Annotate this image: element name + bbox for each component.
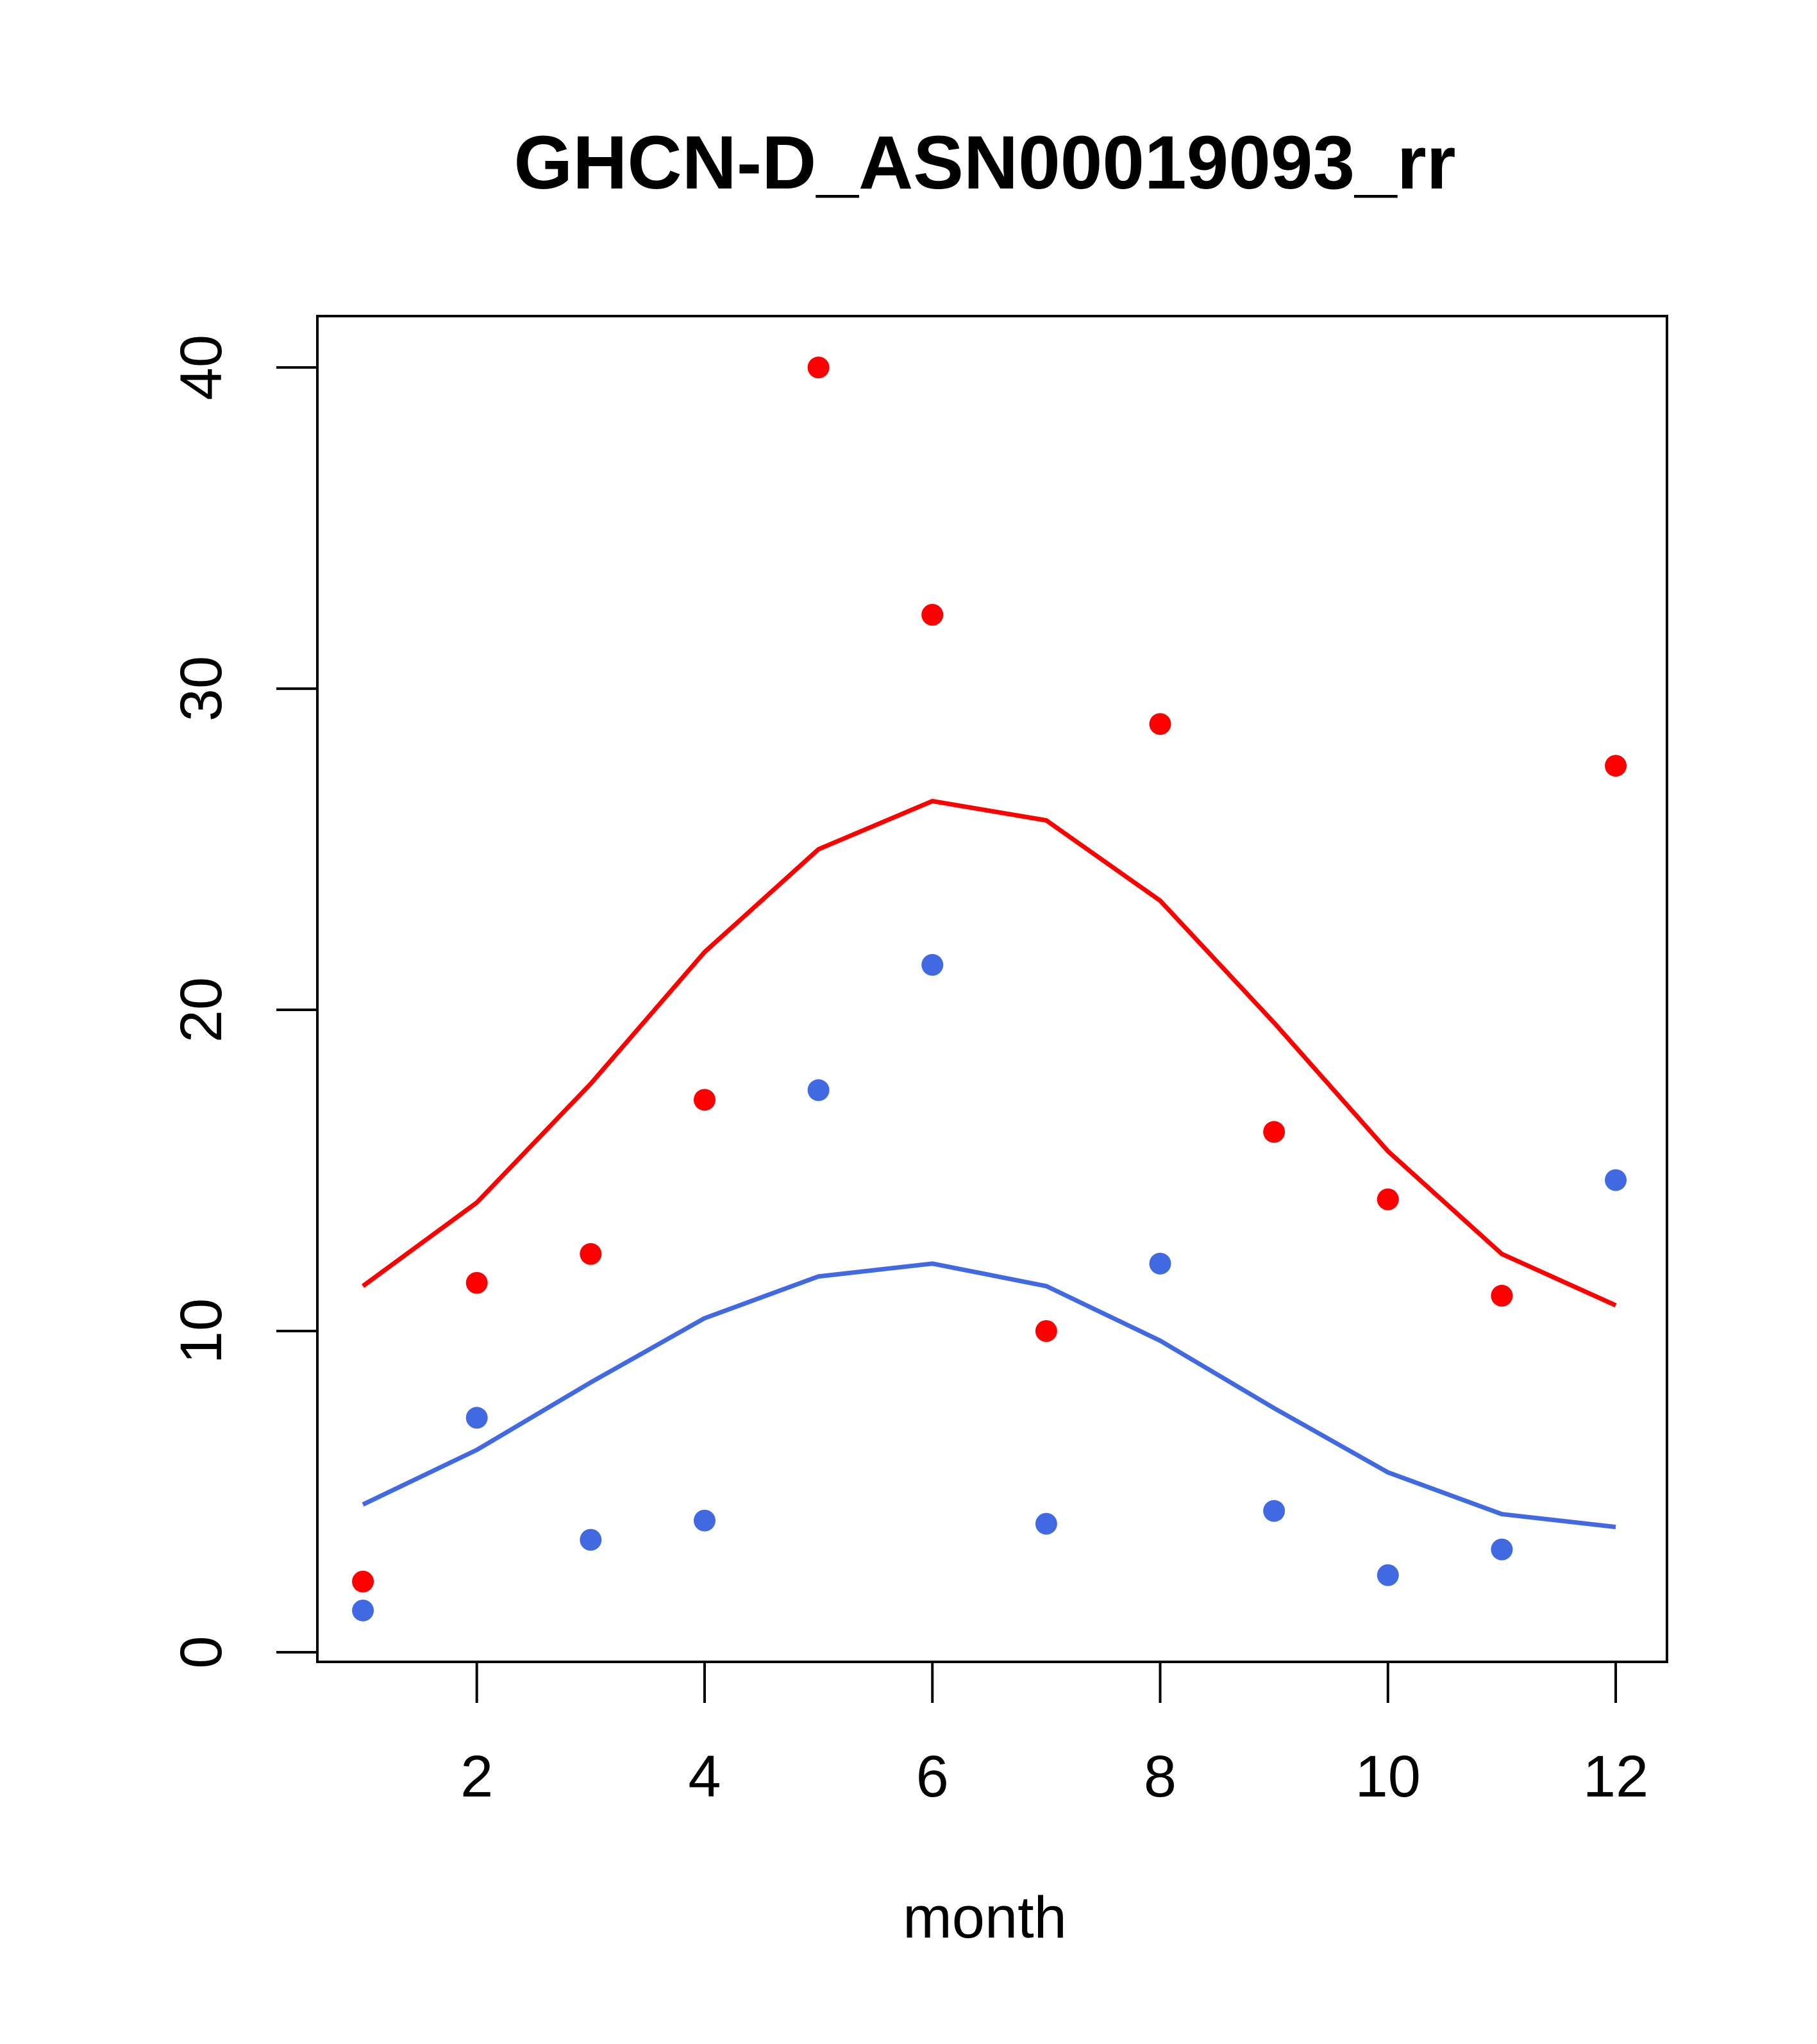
- y-tick-label: 10: [169, 1298, 234, 1364]
- data-point-blue: [921, 953, 944, 976]
- data-point-red: [580, 1243, 602, 1265]
- data-point-blue: [352, 1599, 374, 1621]
- data-point-blue: [1263, 1500, 1285, 1522]
- data-point-red: [352, 1570, 374, 1593]
- y-tick-label: 40: [169, 335, 234, 400]
- data-point-red: [1149, 713, 1171, 735]
- data-point-blue: [693, 1509, 716, 1532]
- data-point-blue: [465, 1407, 488, 1429]
- data-point-blue: [1377, 1564, 1399, 1586]
- data-point-red: [1035, 1320, 1057, 1343]
- series-line-red: [361, 798, 1617, 1308]
- x-tick-label: 8: [1144, 1744, 1176, 1809]
- series-line-blue: [362, 1261, 1616, 1530]
- x-tick-label: 12: [1583, 1744, 1648, 1809]
- data-point-blue: [807, 1079, 830, 1102]
- data-point-blue: [1605, 1169, 1627, 1191]
- data-point-red: [1377, 1188, 1399, 1210]
- data-point-red: [465, 1271, 488, 1294]
- data-point-blue: [1491, 1538, 1513, 1561]
- x-tick-label: 6: [916, 1744, 949, 1809]
- y-tick-label: 30: [169, 656, 234, 721]
- chart-title: GHCN-D_ASN00019093_rr: [514, 121, 1455, 205]
- plot-frame: [316, 315, 1668, 1663]
- y-tick-label: 0: [169, 1636, 234, 1668]
- data-point-blue: [1149, 1252, 1171, 1275]
- x-axis-label: month: [903, 1885, 1067, 1950]
- x-tick-label: 2: [460, 1744, 493, 1809]
- data-point-red: [693, 1089, 716, 1111]
- data-point-red: [1605, 755, 1627, 777]
- data-point-red: [807, 356, 830, 379]
- y-tick-label: 20: [169, 977, 234, 1043]
- data-point-red: [1491, 1284, 1513, 1307]
- x-tick-label: 10: [1355, 1744, 1421, 1809]
- data-point-blue: [1035, 1512, 1057, 1535]
- plot-area: 2 4 6 8 10 12 0 10 20 30 40: [169, 315, 1668, 1809]
- data-point-red: [921, 603, 944, 626]
- data-point-red: [1263, 1121, 1285, 1143]
- x-tick-label: 4: [688, 1744, 721, 1809]
- data-point-blue: [580, 1529, 602, 1551]
